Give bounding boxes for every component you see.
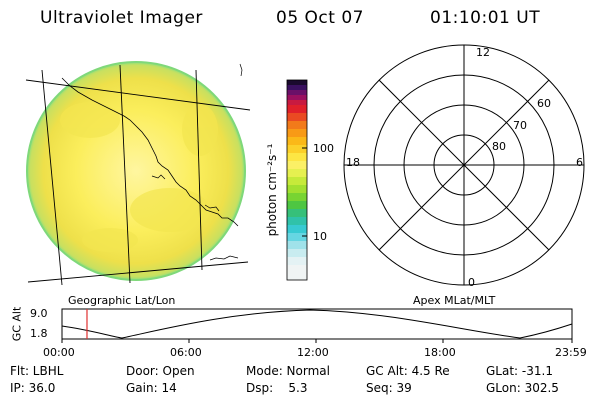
alt-plot-ylabel: GC Alt xyxy=(10,306,24,342)
info-dsp: Dsp: 5.3 xyxy=(246,381,308,395)
mlt-label-6: 6 xyxy=(576,156,583,169)
lat-label-60: 60 xyxy=(537,97,551,110)
lat-label-70: 70 xyxy=(513,119,527,132)
alt-xtick-1200: 12:00 xyxy=(297,346,329,359)
mlt-label-0: 0 xyxy=(468,276,475,289)
alt-xtick-2359: 23:59 xyxy=(555,346,587,359)
info-glat: GLat: -31.1 xyxy=(486,364,553,378)
altitude-plot xyxy=(61,308,573,343)
coastline xyxy=(61,77,239,227)
info-door: Door: Open xyxy=(126,364,195,378)
geographic-panel-label: Geographic Lat/Lon xyxy=(68,294,176,307)
info-glon: GLon: 302.5 xyxy=(486,381,559,395)
color-bar xyxy=(286,79,308,281)
mlt-label-18: 18 xyxy=(346,156,360,169)
info-mode: Mode: Normal xyxy=(246,364,330,378)
info-gain: Gain: 14 xyxy=(126,381,177,395)
altitude-curve xyxy=(61,309,573,339)
apex-panel-label: Apex MLat/MLT xyxy=(413,294,496,307)
info-gc-alt: GC Alt: 4.5 Re xyxy=(366,364,450,378)
alt-ytick-1-8: 1.8 xyxy=(30,327,48,340)
alt-xtick-0000: 00:00 xyxy=(43,346,75,359)
info-ip: IP: 36.0 xyxy=(10,381,56,395)
date-label: 05 Oct 07 xyxy=(276,8,364,28)
alt-ytick-9: 9.0 xyxy=(30,307,48,320)
info-seq: Seq: 39 xyxy=(366,381,412,395)
colorbar-tick-10: 10 xyxy=(313,230,327,243)
colorbar-tick-100: 100 xyxy=(313,142,334,155)
info-filter: Flt: LBHL xyxy=(10,364,64,378)
mlt-label-12: 12 xyxy=(476,46,490,59)
uv-image-disc xyxy=(25,61,251,286)
colorbar-unit-label: photon cm⁻²s⁻¹ xyxy=(265,143,279,237)
alt-xtick-1800: 18:00 xyxy=(424,346,456,359)
polar-dial xyxy=(343,44,585,286)
instrument-title: Ultraviolet Imager xyxy=(40,8,203,28)
time-label: 01:10:01 UT xyxy=(430,8,541,28)
latlon-grid xyxy=(25,64,251,286)
lat-label-80: 80 xyxy=(492,140,506,153)
alt-xtick-0600: 06:00 xyxy=(170,346,202,359)
